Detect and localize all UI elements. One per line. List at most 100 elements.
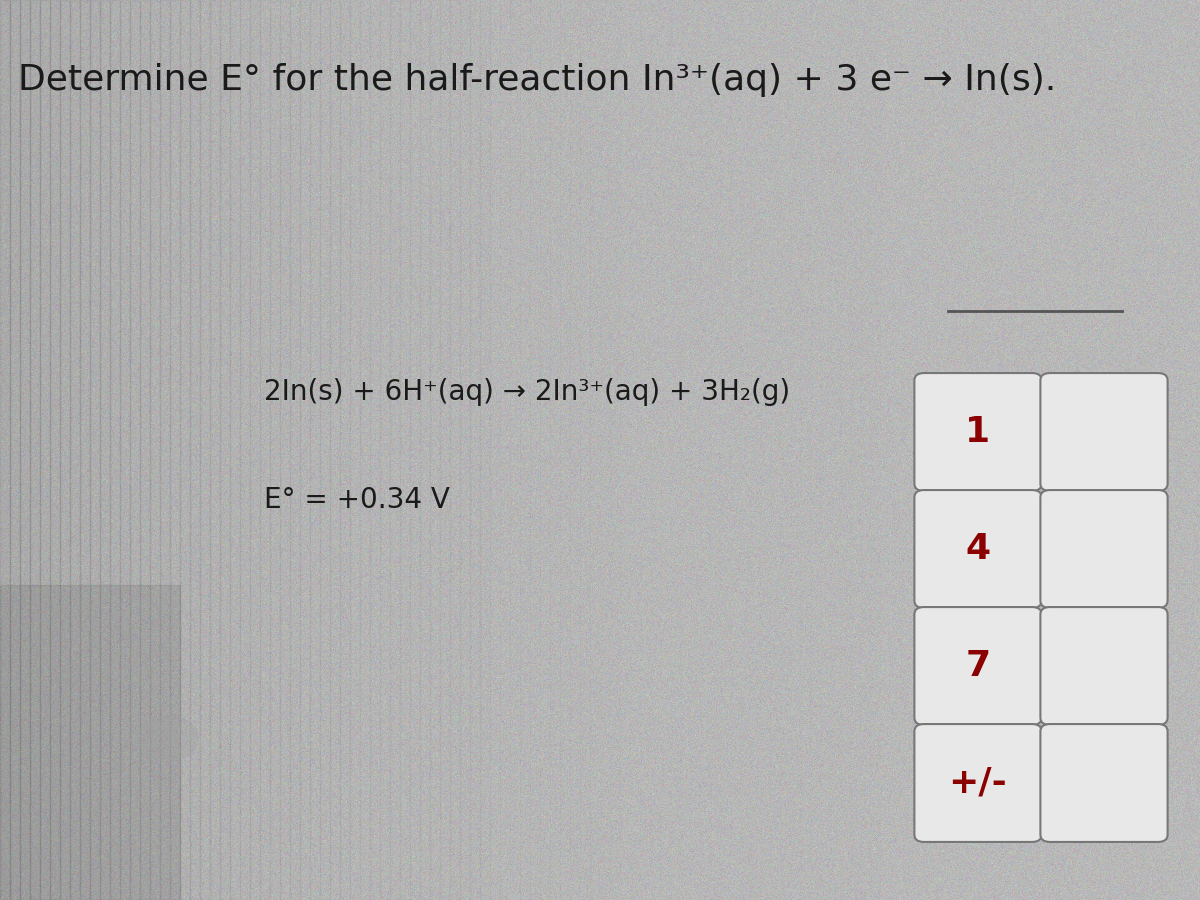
Bar xyxy=(800,0,810,900)
Bar xyxy=(1111,0,1121,900)
Bar xyxy=(641,0,650,900)
Bar xyxy=(140,0,150,900)
Bar xyxy=(510,0,520,900)
Bar xyxy=(630,0,640,900)
Text: 1: 1 xyxy=(966,415,990,449)
Bar xyxy=(80,0,90,900)
Bar xyxy=(0,0,10,900)
Bar xyxy=(410,0,420,900)
Bar xyxy=(260,0,270,900)
Bar xyxy=(901,0,911,900)
Bar xyxy=(120,0,130,900)
Bar xyxy=(450,0,460,900)
Bar xyxy=(371,0,380,900)
Bar xyxy=(1141,0,1151,900)
Bar xyxy=(491,0,500,900)
Bar xyxy=(590,0,600,900)
Bar xyxy=(100,0,109,900)
Bar xyxy=(420,0,430,900)
Bar xyxy=(160,0,169,900)
Bar xyxy=(971,0,980,900)
Bar xyxy=(500,0,510,900)
Bar xyxy=(690,0,700,900)
Bar xyxy=(1100,0,1110,900)
Bar xyxy=(731,0,740,900)
Bar xyxy=(461,0,470,900)
Bar xyxy=(330,0,340,900)
Bar xyxy=(1181,0,1190,900)
Bar xyxy=(20,0,30,900)
Bar xyxy=(1121,0,1130,900)
FancyBboxPatch shape xyxy=(914,490,1042,608)
Bar xyxy=(290,0,300,900)
Bar xyxy=(240,0,250,900)
Bar xyxy=(1081,0,1091,900)
FancyBboxPatch shape xyxy=(1040,373,1168,491)
Bar xyxy=(110,0,120,900)
Text: 4: 4 xyxy=(966,532,990,566)
Bar xyxy=(881,0,890,900)
Bar xyxy=(380,0,390,900)
Bar xyxy=(50,0,60,900)
Bar xyxy=(1031,0,1040,900)
Bar xyxy=(320,0,330,900)
Bar xyxy=(570,0,580,900)
Bar xyxy=(540,0,550,900)
Bar xyxy=(620,0,630,900)
Bar xyxy=(210,0,220,900)
Bar xyxy=(1130,0,1140,900)
Bar xyxy=(770,0,780,900)
FancyBboxPatch shape xyxy=(914,724,1042,842)
Bar xyxy=(671,0,680,900)
Bar xyxy=(30,0,40,900)
Text: E° = +0.34 V: E° = +0.34 V xyxy=(264,486,450,514)
Bar xyxy=(341,0,350,900)
Bar xyxy=(10,0,19,900)
Bar xyxy=(811,0,821,900)
Bar xyxy=(961,0,971,900)
Bar xyxy=(200,0,210,900)
Circle shape xyxy=(138,716,198,760)
FancyBboxPatch shape xyxy=(1040,490,1168,608)
Bar xyxy=(710,0,720,900)
Bar xyxy=(90,0,100,900)
Bar xyxy=(781,0,791,900)
Bar xyxy=(1010,0,1020,900)
Bar xyxy=(701,0,710,900)
Bar xyxy=(920,0,930,900)
Bar xyxy=(611,0,620,900)
Bar xyxy=(170,0,180,900)
Bar xyxy=(860,0,870,900)
FancyBboxPatch shape xyxy=(1040,607,1168,725)
Text: Determine E° for the half-reaction In³⁺(aq) + 3 e⁻ → In(s).: Determine E° for the half-reaction In³⁺(… xyxy=(18,63,1056,97)
Bar xyxy=(440,0,450,900)
Bar xyxy=(1160,0,1170,900)
Bar xyxy=(390,0,400,900)
Bar xyxy=(821,0,830,900)
Bar xyxy=(721,0,731,900)
Bar xyxy=(311,0,320,900)
Bar xyxy=(190,0,199,900)
Bar xyxy=(1190,0,1200,900)
Bar xyxy=(660,0,670,900)
Bar xyxy=(581,0,590,900)
Bar xyxy=(230,0,240,900)
Polygon shape xyxy=(0,585,180,900)
Bar xyxy=(600,0,610,900)
Bar xyxy=(130,0,139,900)
Bar xyxy=(1171,0,1181,900)
Bar xyxy=(1151,0,1160,900)
Bar xyxy=(890,0,900,900)
Bar xyxy=(480,0,490,900)
FancyBboxPatch shape xyxy=(914,373,1042,491)
Bar xyxy=(680,0,690,900)
FancyBboxPatch shape xyxy=(914,607,1042,725)
Bar xyxy=(1040,0,1050,900)
Text: 2In(s) + 6H⁺(aq) → 2In³⁺(aq) + 3H₂(g): 2In(s) + 6H⁺(aq) → 2In³⁺(aq) + 3H₂(g) xyxy=(264,378,790,406)
Bar xyxy=(761,0,770,900)
Bar xyxy=(871,0,881,900)
Bar xyxy=(300,0,310,900)
Text: +/-: +/- xyxy=(949,766,1007,800)
Bar xyxy=(911,0,920,900)
Bar xyxy=(830,0,840,900)
